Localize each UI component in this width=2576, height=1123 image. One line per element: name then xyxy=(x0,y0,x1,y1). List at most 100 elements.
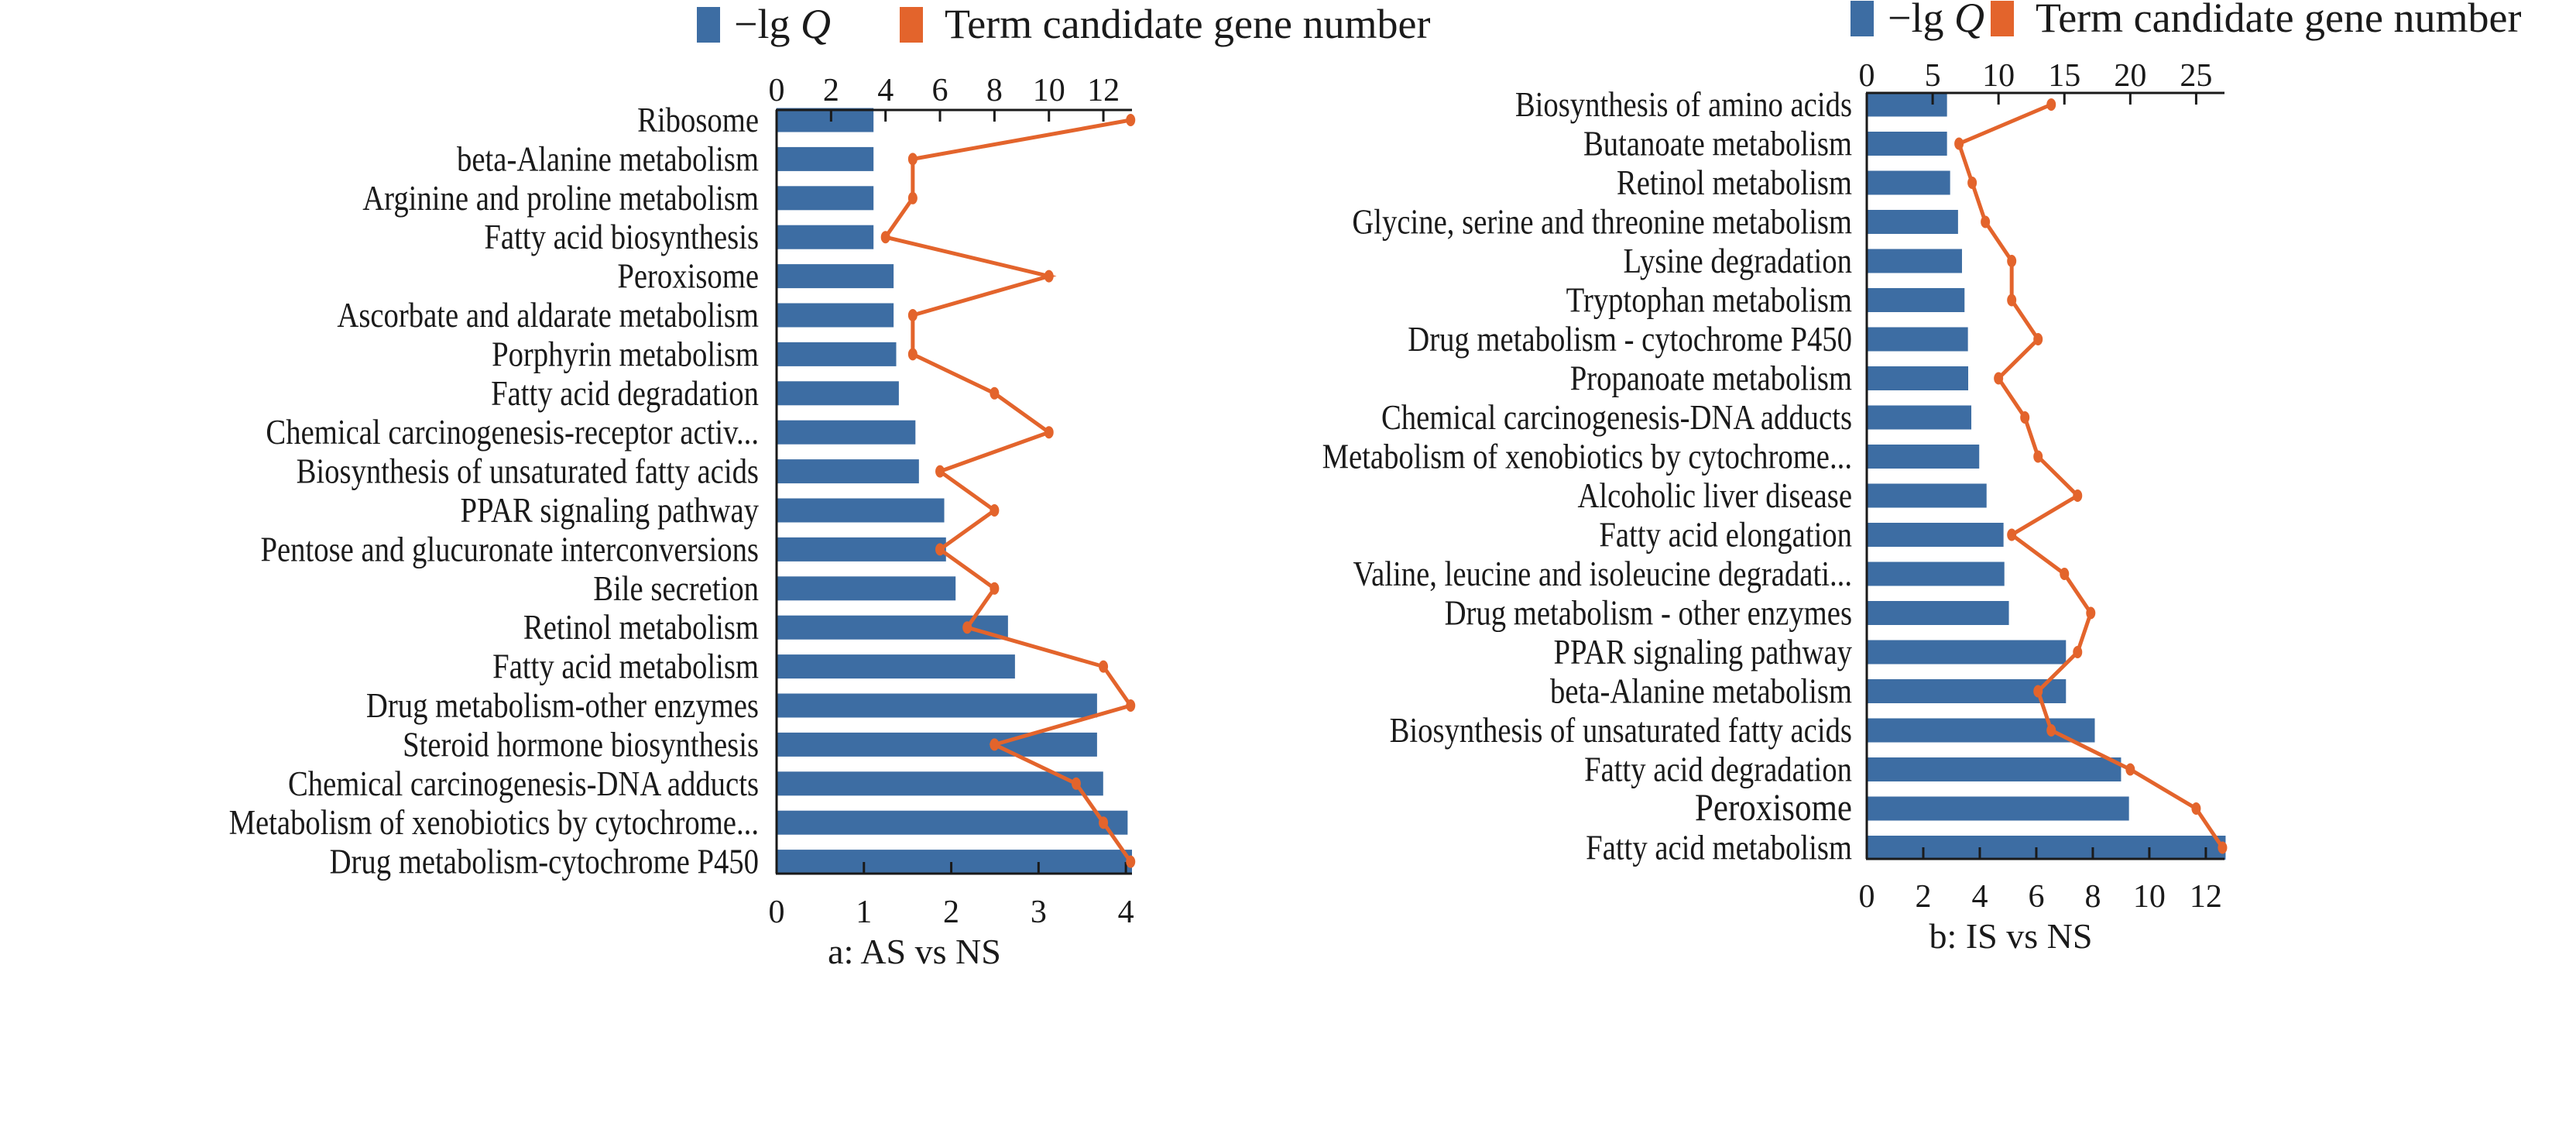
legend-swatch-bar xyxy=(697,7,720,43)
bar xyxy=(777,420,916,445)
legend-label-q: Q xyxy=(801,1,831,47)
bottom-axis-tick-label: 10 xyxy=(2133,879,2166,915)
gene-number-line xyxy=(882,118,1134,864)
gene-number-point xyxy=(1126,855,1136,868)
category-label: Metabolism of xenobiotics by cytochrome.… xyxy=(229,805,759,843)
category-label: Fatty acid metabolism xyxy=(1586,829,1852,867)
top-axis-tick-label: 2 xyxy=(823,73,839,108)
gene-number-point xyxy=(2033,450,2043,463)
bottom-axis-tick-label: 4 xyxy=(1118,895,1134,930)
bar xyxy=(1867,132,1947,156)
bottom-axis-tick-label: 8 xyxy=(2084,879,2101,915)
category-label: Tryptophan metabolism xyxy=(1566,282,1852,320)
gene-number-point xyxy=(1099,660,1109,673)
gene-number-point xyxy=(935,465,945,478)
gene-number-point xyxy=(2046,724,2056,737)
category-label: Butanoate metabolism xyxy=(1583,125,1852,163)
chart-caption: b: IS vs NS xyxy=(1929,916,2093,956)
bar xyxy=(777,850,1132,874)
bar xyxy=(777,146,874,171)
bar xyxy=(777,576,956,601)
gene-number-point xyxy=(990,582,1000,595)
bar xyxy=(777,537,946,562)
legend-label-lgq: −lg Q xyxy=(1888,0,1984,41)
gene-number-point xyxy=(962,621,972,634)
bar xyxy=(1867,836,2226,860)
bar xyxy=(1867,288,1965,312)
top-axis-tick-label: 15 xyxy=(2048,58,2080,94)
category-label: Pentose and glucuronate interconversions xyxy=(260,531,759,569)
gene-number-point xyxy=(935,543,945,556)
bottom-axis-tick-label: 12 xyxy=(2190,879,2222,915)
chart-caption: a: AS vs NS xyxy=(828,932,1001,971)
category-label: beta-Alanine metabolism xyxy=(1550,673,1852,711)
top-axis-tick-label: 12 xyxy=(1087,73,1120,108)
category-label: Biosynthesis of unsaturated fatty acids xyxy=(1390,712,1852,750)
bar xyxy=(1867,483,1987,508)
category-label: Drug metabolism-other enzymes xyxy=(366,687,759,725)
gene-number-point xyxy=(1126,114,1136,126)
bar xyxy=(777,342,897,366)
bar xyxy=(1867,757,2122,781)
category-label: Ascorbate and aldarate metabolism xyxy=(337,297,759,335)
bar xyxy=(777,654,1015,679)
bar xyxy=(777,771,1103,796)
legend-label-prefix: −lg xyxy=(734,1,801,47)
category-label: Propanoate metabolism xyxy=(1570,360,1852,398)
bar xyxy=(1867,170,1950,195)
bottom-axis-tick-label: 1 xyxy=(856,895,872,930)
gene-number-point xyxy=(907,191,918,204)
top-axis-tick-label: 25 xyxy=(2180,58,2212,94)
bar xyxy=(1867,445,1980,469)
gene-number-point xyxy=(2007,294,2017,307)
bar xyxy=(1867,210,1958,234)
bar xyxy=(777,810,1128,835)
top-axis-tick-label: 10 xyxy=(1033,73,1065,108)
top-axis-tick-label: 0 xyxy=(1859,58,1875,94)
category-label: Metabolism of xenobiotics by cytochrome.… xyxy=(1322,438,1852,476)
category-label: beta-Alanine metabolism xyxy=(457,141,759,179)
category-label: PPAR signaling pathway xyxy=(461,492,759,530)
legend-label-lgq: −lg Q xyxy=(734,1,831,47)
gene-number-point xyxy=(907,309,918,321)
category-label: Chemical carcinogenesis-DNA adducts xyxy=(288,765,759,803)
gene-number-point xyxy=(2125,763,2135,776)
bar xyxy=(1867,523,2004,547)
category-label: Drug metabolism - cytochrome P450 xyxy=(1408,321,1852,359)
bottom-axis-tick-label: 4 xyxy=(1971,879,1988,915)
category-label: Fatty acid biosynthesis xyxy=(484,219,759,257)
category-label: Retinol metabolism xyxy=(523,610,759,647)
category-label: Arginine and proline metabolism xyxy=(362,180,759,218)
bar xyxy=(1867,327,1968,352)
gene-number-point xyxy=(2007,255,2017,267)
gene-number-point xyxy=(2060,568,2070,580)
bar xyxy=(1867,92,1947,117)
bar xyxy=(777,498,945,523)
top-axis-tick-label: 10 xyxy=(1982,58,2015,94)
category-label: Valine, leucine and isoleucine degradati… xyxy=(1353,555,1852,593)
top-axis-tick-label: 6 xyxy=(932,73,948,108)
bar xyxy=(1867,601,2009,625)
category-label: Chemical carcinogenesis-DNA adducts xyxy=(1381,399,1852,437)
bar xyxy=(1867,366,1969,390)
top-axis-tick-label: 0 xyxy=(769,73,785,108)
bar xyxy=(1867,640,2067,665)
bar xyxy=(1867,796,2129,821)
bar xyxy=(777,108,874,132)
gene-number-point xyxy=(1099,816,1109,829)
legend-swatch-bar xyxy=(1851,1,1874,36)
gene-number-point xyxy=(2033,685,2043,698)
gene-number-point xyxy=(2218,841,2228,854)
gene-number-point xyxy=(990,738,1000,751)
bottom-axis-tick-label: 2 xyxy=(943,895,959,930)
category-label: Lysine degradation xyxy=(1624,242,1852,280)
gene-number-point xyxy=(2073,646,2083,658)
bar xyxy=(777,732,1097,757)
category-label: Biosynthesis of unsaturated fatty acids xyxy=(297,453,759,491)
gene-number-point xyxy=(880,231,890,244)
bar xyxy=(1867,249,1962,273)
